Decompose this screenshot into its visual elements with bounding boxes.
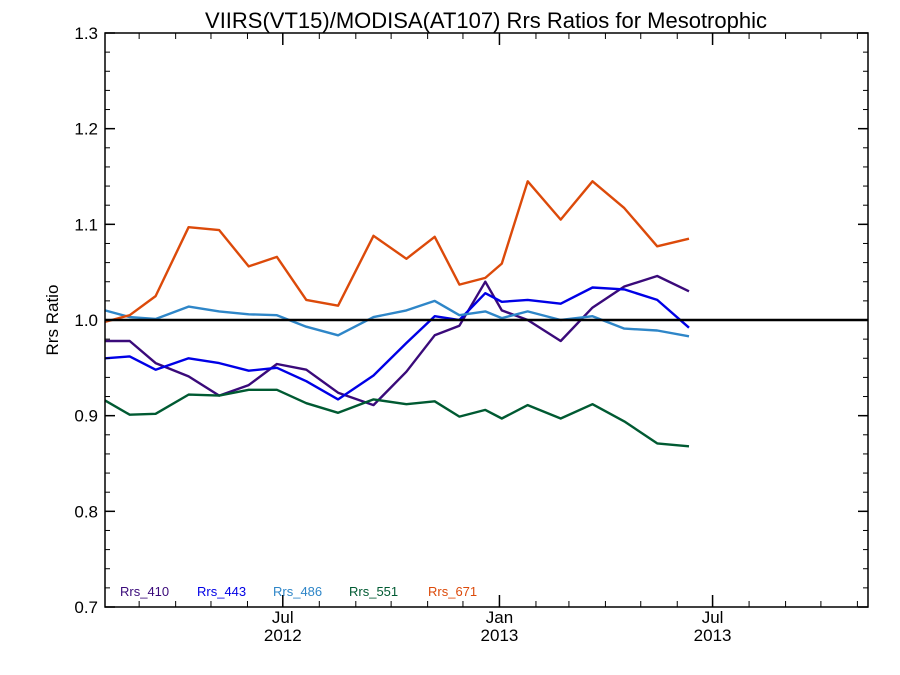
x-tick-label-month: Jan [486, 608, 513, 627]
x-tick-label-year: 2012 [264, 626, 302, 645]
y-tick-label: 0.8 [74, 502, 98, 521]
y-tick-label: 1.2 [74, 120, 98, 139]
y-tick-label: 1.1 [74, 215, 98, 234]
plot-frame [104, 32, 869, 608]
y-axis: 0.7 0.8 0.9 1.0 1.1 1.2 1.3 [74, 24, 868, 617]
x-tick-label-month: Jul [272, 608, 294, 627]
series-line-rrs-443 [104, 286, 690, 401]
legend-entry-rrs-486: Rrs_486 [273, 584, 322, 599]
y-axis-label: Rrs Ratio [43, 285, 62, 356]
series-line-rrs-486 [104, 299, 690, 338]
y-tick-label: 0.7 [74, 598, 98, 617]
legend-entry-rrs-671: Rrs_671 [428, 584, 477, 599]
legend-entry-rrs-551: Rrs_551 [349, 584, 398, 599]
x-tick-label-year: 2013 [481, 626, 519, 645]
y-tick-label: 1.0 [74, 311, 98, 330]
y-tick-label: 0.9 [74, 407, 98, 426]
chart-title: VIIRS(VT15)/MODISA(AT107) Rrs Ratios for… [205, 8, 767, 33]
legend-entry-rrs-443: Rrs_443 [197, 584, 246, 599]
legend-entry-rrs-410: Rrs_410 [120, 584, 169, 599]
plot-series [104, 180, 690, 448]
legend: Rrs_410 Rrs_443 Rrs_486 Rrs_551 Rrs_671 [120, 584, 477, 599]
y-tick-label: 1.3 [74, 24, 98, 43]
x-tick-label-month: Jul [702, 608, 724, 627]
series-line-rrs-671 [104, 180, 690, 324]
series-line-rrs-551 [104, 388, 690, 448]
x-tick-label-year: 2013 [694, 626, 732, 645]
series-line-rrs-410 [105, 274, 690, 407]
